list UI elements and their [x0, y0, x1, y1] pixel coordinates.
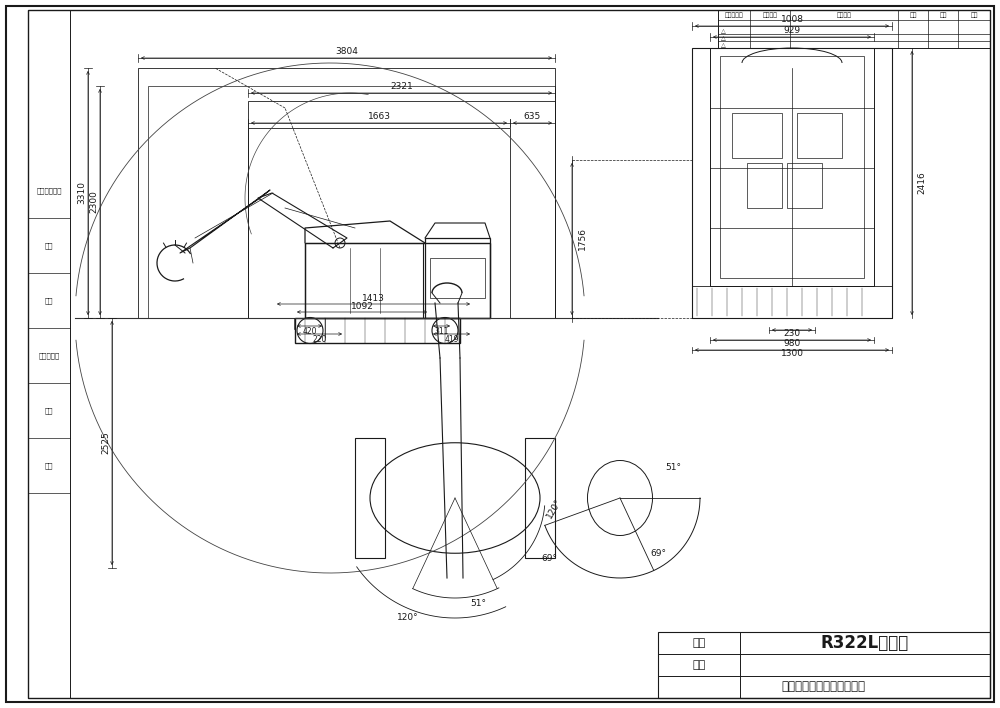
Text: 变更原因: 变更原因 [836, 12, 852, 18]
Text: 变更日期: 变更日期 [763, 12, 778, 18]
Text: 2300: 2300 [89, 190, 98, 213]
Bar [305, 243, 490, 318]
Bar [355, 438, 385, 558]
Text: 311: 311 [434, 327, 449, 336]
Bar [787, 163, 822, 208]
Bar [710, 48, 874, 286]
Text: 校稿: 校稿 [45, 297, 53, 304]
Text: 担当: 担当 [909, 12, 917, 18]
Text: 1413: 1413 [362, 294, 385, 303]
Text: 借通用件登记: 借通用件登记 [36, 188, 62, 194]
Text: 51°: 51° [470, 598, 486, 607]
Text: 审核: 审核 [939, 12, 947, 18]
Text: 1663: 1663 [368, 112, 390, 121]
Text: 3804: 3804 [335, 47, 358, 56]
Bar [718, 10, 990, 48]
Bar [138, 68, 555, 318]
Text: 980: 980 [783, 339, 801, 348]
Text: 69°: 69° [541, 554, 557, 563]
Bar [720, 56, 864, 278]
Text: 2416: 2416 [917, 171, 926, 195]
Bar [248, 128, 510, 318]
Text: △: △ [721, 35, 725, 40]
Bar [747, 163, 782, 208]
Bar [797, 113, 842, 158]
Bar [692, 286, 892, 318]
Bar [732, 113, 782, 158]
Bar [148, 86, 555, 318]
Text: 1008: 1008 [780, 15, 804, 24]
Text: 230: 230 [783, 329, 801, 338]
Text: 旧底图总号: 旧底图总号 [38, 353, 60, 359]
Text: 419: 419 [444, 335, 459, 344]
Text: 图号: 图号 [692, 660, 706, 670]
Text: R322L包络图: R322L包络图 [821, 634, 909, 652]
Text: 1300: 1300 [780, 349, 804, 358]
Text: 220: 220 [312, 335, 327, 344]
Bar [305, 243, 423, 318]
Bar [430, 258, 485, 298]
Text: 420: 420 [302, 327, 317, 336]
Text: 批准: 批准 [970, 12, 978, 18]
Text: △: △ [721, 28, 725, 33]
Text: 51°: 51° [665, 464, 681, 472]
Bar [248, 101, 555, 318]
Text: 69°: 69° [650, 549, 666, 557]
Bar [28, 10, 70, 698]
Text: 签字: 签字 [45, 408, 53, 414]
Bar [425, 238, 490, 318]
Text: 929: 929 [783, 26, 801, 35]
Text: △: △ [721, 42, 725, 47]
Text: 120°: 120° [545, 496, 564, 520]
Text: 2321: 2321 [390, 82, 413, 91]
Text: 1756: 1756 [578, 227, 587, 251]
Bar [658, 632, 990, 698]
Text: 635: 635 [524, 112, 541, 121]
Text: 山东立派机械集团有限公司: 山东立派机械集团有限公司 [781, 680, 865, 694]
Text: 2525: 2525 [101, 432, 110, 455]
Bar [525, 438, 555, 558]
Bar [692, 48, 892, 318]
Text: 120°: 120° [397, 613, 418, 622]
Bar [295, 318, 460, 343]
Text: 版本及变更: 版本及变更 [725, 12, 743, 18]
Text: 日期: 日期 [45, 463, 53, 469]
Text: 1092: 1092 [351, 302, 373, 311]
Text: 3310: 3310 [77, 181, 86, 205]
Text: 名称: 名称 [692, 638, 706, 648]
Text: 描图: 描图 [45, 243, 53, 249]
